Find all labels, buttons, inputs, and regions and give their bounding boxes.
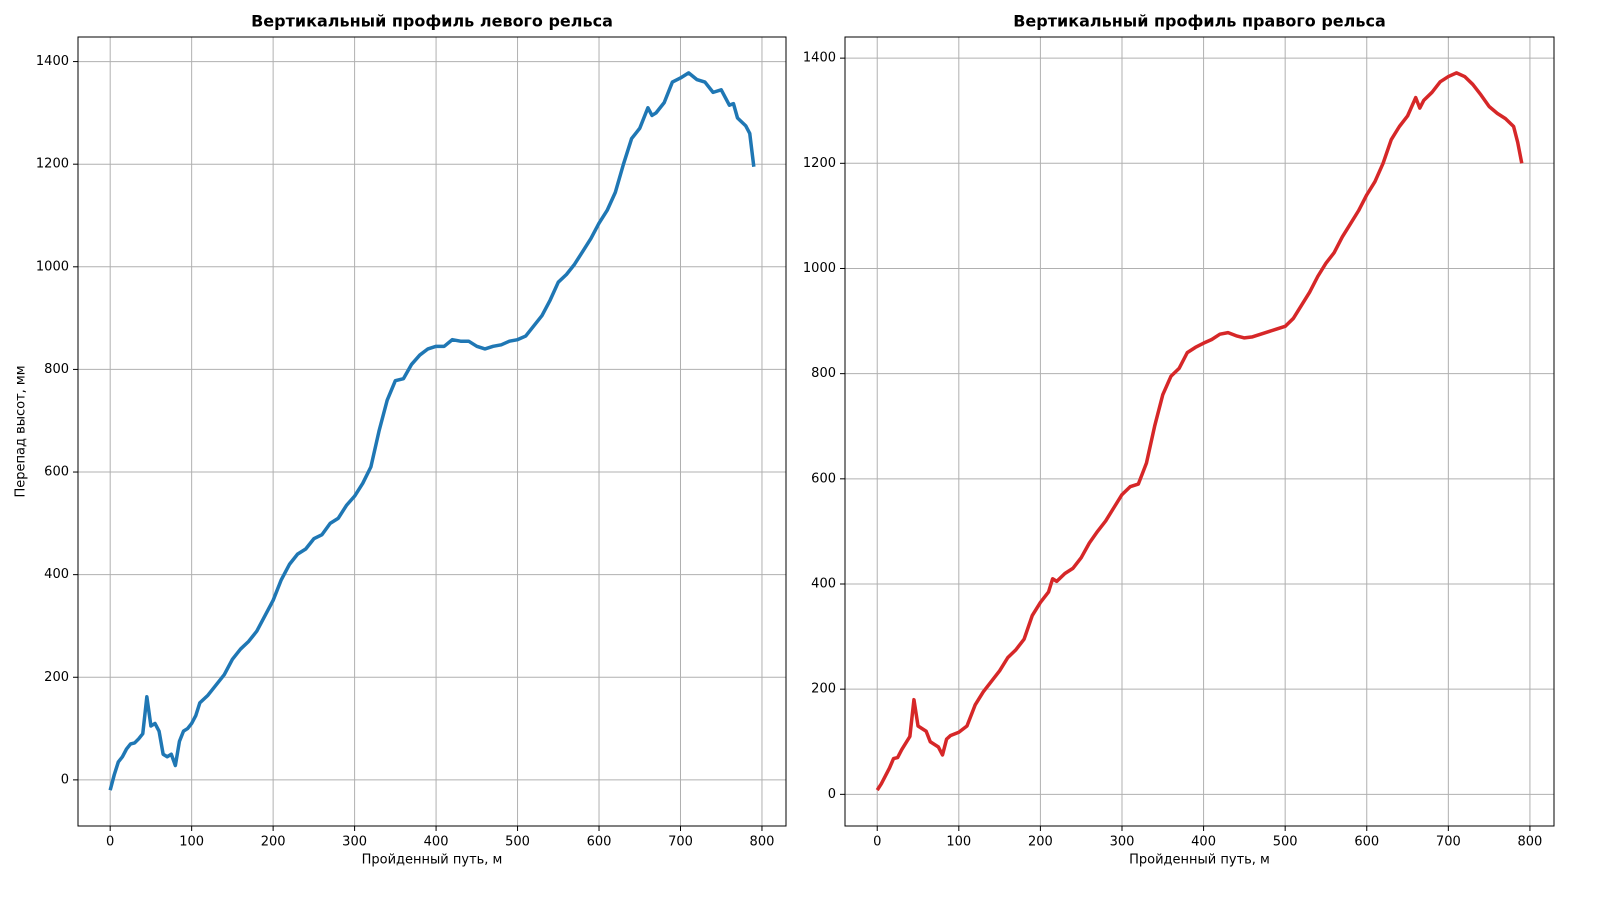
y-tick-label: 1400 bbox=[36, 54, 69, 69]
x-tick-label: 800 bbox=[1518, 835, 1543, 850]
y-tick-label: 1400 bbox=[803, 51, 836, 66]
y-tick-label: 600 bbox=[811, 471, 836, 486]
x-tick-label: 800 bbox=[750, 835, 775, 850]
x-axis-label: Пройденный путь, м bbox=[362, 853, 503, 868]
x-tick-label: 300 bbox=[342, 835, 367, 850]
chart-title: Вертикальный профиль правого рельса bbox=[1013, 12, 1386, 31]
x-tick-label: 400 bbox=[1191, 835, 1216, 850]
x-tick-label: 200 bbox=[1028, 835, 1053, 850]
chart-title: Вертикальный профиль левого рельса bbox=[251, 12, 613, 31]
x-tick-label: 300 bbox=[1110, 835, 1135, 850]
y-tick-label: 400 bbox=[811, 576, 836, 591]
y-tick-label: 1200 bbox=[803, 156, 836, 171]
y-tick-label: 800 bbox=[44, 362, 69, 377]
plot-frame bbox=[844, 36, 1555, 827]
x-tick-label: 0 bbox=[106, 835, 114, 850]
x-tick-label: 400 bbox=[424, 835, 449, 850]
x-tick-label: 700 bbox=[668, 835, 693, 850]
x-tick-label: 500 bbox=[505, 835, 530, 850]
y-tick-label: 800 bbox=[811, 366, 836, 381]
x-tick-label: 500 bbox=[1273, 835, 1298, 850]
x-tick-label: 100 bbox=[179, 835, 204, 850]
y-tick-label: 600 bbox=[44, 465, 69, 480]
y-tick-label: 0 bbox=[61, 772, 69, 787]
y-tick-label: 200 bbox=[44, 670, 69, 685]
y-tick-label: 200 bbox=[811, 682, 836, 697]
y-axis-label: Перепад высот, мм bbox=[14, 365, 29, 497]
x-tick-label: 100 bbox=[946, 835, 971, 850]
plot-frame bbox=[77, 36, 787, 827]
y-tick-label: 0 bbox=[828, 787, 836, 802]
x-tick-label: 200 bbox=[261, 835, 286, 850]
data-line bbox=[875, 71, 1524, 792]
y-tick-label: 1000 bbox=[803, 261, 836, 276]
y-tick-label: 400 bbox=[44, 567, 69, 582]
x-tick-label: 600 bbox=[1354, 835, 1379, 850]
y-tick-label: 1000 bbox=[36, 259, 69, 274]
x-tick-label: 600 bbox=[587, 835, 612, 850]
x-axis-label: Пройденный путь, м bbox=[1129, 853, 1270, 868]
x-tick-label: 0 bbox=[873, 835, 881, 850]
y-tick-label: 1200 bbox=[36, 157, 69, 172]
data-line bbox=[108, 71, 756, 791]
x-tick-label: 700 bbox=[1436, 835, 1461, 850]
